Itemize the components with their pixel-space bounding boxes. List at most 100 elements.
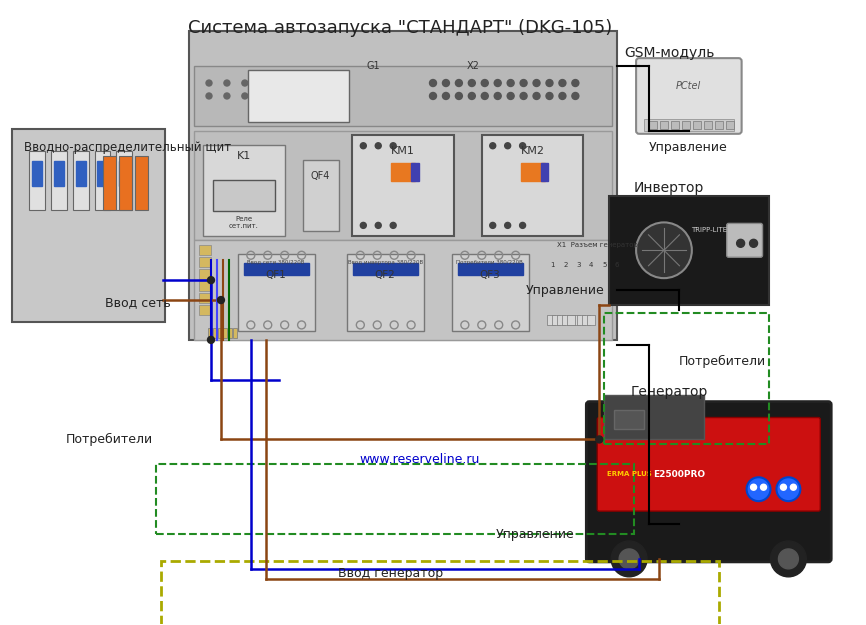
FancyBboxPatch shape — [586, 402, 831, 562]
Circle shape — [507, 79, 514, 86]
Circle shape — [278, 80, 284, 86]
Bar — [614, 409, 644, 429]
Bar — [199, 258, 211, 268]
Text: K1: K1 — [236, 151, 251, 161]
Bar — [693, 121, 701, 129]
Bar — [567, 315, 575, 325]
Text: 2: 2 — [563, 262, 567, 268]
Bar — [94, 151, 111, 211]
Text: X1  Разъем генератора: X1 Разъем генератора — [558, 242, 643, 248]
Text: Потребители 380/220В: Потребители 380/220В — [456, 260, 523, 265]
Circle shape — [559, 92, 565, 99]
Circle shape — [469, 79, 475, 86]
Circle shape — [751, 484, 757, 490]
FancyBboxPatch shape — [609, 196, 768, 305]
Bar — [208, 328, 212, 338]
Bar — [75, 161, 86, 186]
Text: Вводно-распределительный щит: Вводно-распределительный щит — [24, 141, 231, 154]
FancyBboxPatch shape — [12, 129, 165, 322]
Bar — [562, 315, 571, 325]
Bar — [32, 161, 42, 186]
Bar — [135, 156, 148, 211]
Circle shape — [278, 93, 284, 99]
Text: Управление: Управление — [649, 141, 727, 154]
Circle shape — [242, 93, 248, 99]
Bar — [587, 315, 595, 325]
Circle shape — [520, 222, 526, 228]
Circle shape — [791, 484, 797, 490]
Text: Ввод инвертора 380/220В: Ввод инвертора 380/220В — [347, 260, 423, 265]
FancyBboxPatch shape — [598, 418, 820, 511]
Circle shape — [456, 79, 462, 86]
Bar — [671, 121, 679, 129]
Text: PCtel: PCtel — [676, 81, 701, 91]
Bar — [199, 281, 211, 291]
Bar — [604, 394, 704, 439]
Text: Потребители: Потребители — [66, 433, 153, 446]
Bar — [54, 161, 63, 186]
Circle shape — [260, 93, 266, 99]
Text: 3: 3 — [576, 262, 580, 268]
Circle shape — [619, 549, 639, 569]
Text: KM2: KM2 — [520, 146, 545, 156]
Text: KM1: KM1 — [391, 146, 415, 156]
Circle shape — [224, 93, 229, 99]
Circle shape — [332, 93, 338, 99]
Circle shape — [490, 142, 495, 149]
Text: Управление: Управление — [495, 528, 574, 541]
Circle shape — [360, 222, 366, 228]
Circle shape — [481, 79, 488, 86]
Circle shape — [332, 80, 338, 86]
Bar — [391, 162, 415, 181]
Text: GSM-модуль: GSM-модуль — [624, 46, 714, 60]
Circle shape — [490, 222, 495, 228]
Text: QF2: QF2 — [375, 270, 396, 280]
Text: Ввод генератор: Ввод генератор — [338, 567, 443, 580]
Bar — [199, 269, 211, 279]
Text: Ввод сети 380/220В: Ввод сети 380/220В — [247, 260, 304, 265]
Circle shape — [505, 142, 511, 149]
Bar — [244, 263, 308, 275]
Text: QF1: QF1 — [265, 270, 286, 280]
Circle shape — [746, 478, 771, 501]
FancyBboxPatch shape — [194, 131, 612, 241]
Text: QF3: QF3 — [480, 270, 501, 280]
Circle shape — [443, 79, 449, 86]
Bar — [233, 328, 237, 338]
Bar — [51, 151, 67, 211]
Circle shape — [572, 79, 578, 86]
Circle shape — [520, 142, 526, 149]
Bar — [199, 293, 211, 303]
Bar — [582, 315, 591, 325]
Bar — [682, 121, 690, 129]
FancyBboxPatch shape — [347, 254, 424, 331]
Bar — [120, 156, 132, 211]
Bar — [218, 328, 222, 338]
Circle shape — [360, 142, 366, 149]
Circle shape — [242, 80, 248, 86]
Circle shape — [760, 484, 766, 490]
Text: TRIPP-LITE: TRIPP-LITE — [691, 228, 727, 233]
Bar — [29, 151, 45, 211]
Text: Ввод сеть: Ввод сеть — [106, 296, 171, 309]
Circle shape — [375, 222, 381, 228]
Bar — [223, 328, 227, 338]
Bar — [73, 151, 88, 211]
Circle shape — [481, 92, 488, 99]
Bar — [553, 315, 560, 325]
Bar — [644, 119, 734, 131]
Text: 6: 6 — [615, 262, 619, 268]
Circle shape — [559, 79, 565, 86]
Circle shape — [737, 239, 745, 248]
Circle shape — [507, 92, 514, 99]
Circle shape — [520, 79, 527, 86]
Circle shape — [777, 478, 800, 501]
Text: Инвертор: Инвертор — [634, 181, 704, 194]
Circle shape — [596, 436, 603, 443]
Bar — [567, 315, 575, 325]
Bar — [98, 161, 107, 186]
FancyBboxPatch shape — [189, 31, 617, 340]
Circle shape — [391, 142, 396, 149]
Bar — [558, 315, 565, 325]
Circle shape — [206, 93, 212, 99]
